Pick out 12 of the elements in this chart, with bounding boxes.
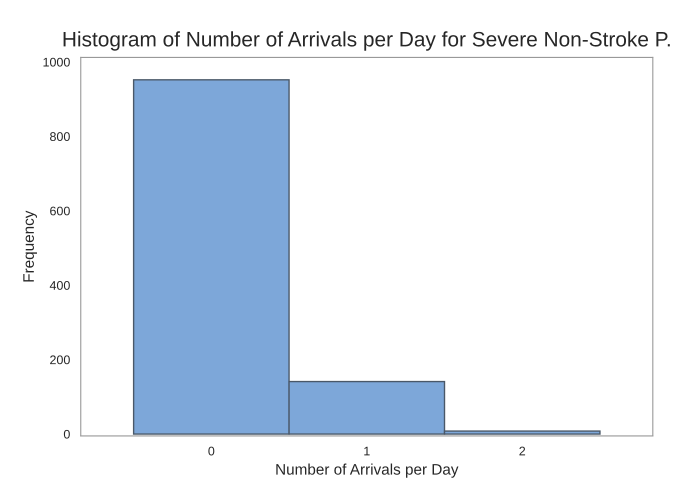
x-tick-label: 1 bbox=[364, 446, 370, 456]
y-tick-label: 200 bbox=[50, 355, 70, 364]
y-axis-title: Frequency bbox=[23, 210, 37, 282]
y-tick-label: 1000 bbox=[43, 58, 70, 67]
chart-title: Histogram of Number of Arrivals per Day for Severe Non-Stroke P. bbox=[64, 31, 670, 51]
y-tick-label: 400 bbox=[50, 280, 70, 290]
x-axis-title: Number of Arrivals per Day bbox=[276, 464, 458, 478]
y-tick-label: 600 bbox=[50, 206, 70, 216]
x-tick-label: 0 bbox=[208, 446, 214, 456]
x-tick-label: 2 bbox=[519, 446, 526, 456]
y-tick-label: 800 bbox=[50, 132, 70, 142]
y-tick-label: 0 bbox=[64, 430, 70, 439]
